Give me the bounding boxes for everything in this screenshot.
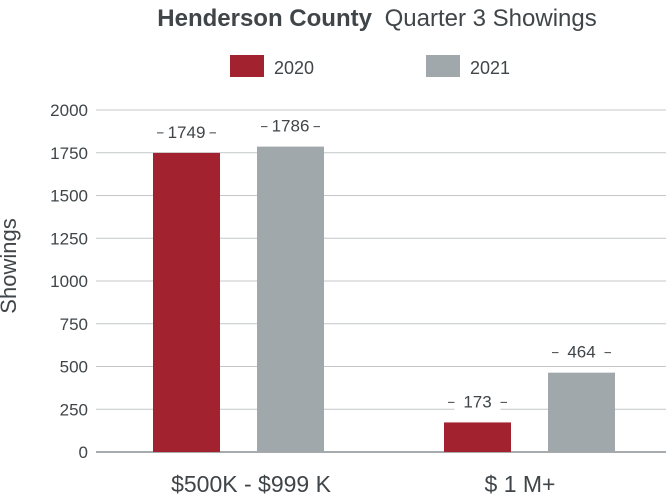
bar <box>548 372 615 452</box>
y-tick-label: 1750 <box>50 144 88 163</box>
x-tick-label: $ 1 M+ <box>485 471 556 497</box>
chart-title-rest: Quarter 3 Showings <box>385 5 597 32</box>
chart-title: Henderson County Quarter 3 Showings <box>157 5 596 32</box>
legend-label: 2021 <box>470 58 510 78</box>
y-tick-label: 1500 <box>50 187 88 206</box>
y-tick-label: 500 <box>60 358 88 377</box>
legend-swatch <box>426 55 460 77</box>
bar-label-background <box>163 120 210 143</box>
y-tick-label: 0 <box>79 443 88 462</box>
x-tick-labels: $500K - $999 K $ 1 M+ <box>171 471 555 497</box>
legend-label: 2020 <box>274 58 314 78</box>
bar-label-background <box>267 114 314 137</box>
y-tick-label: 250 <box>60 400 88 419</box>
legend-swatch <box>230 55 264 77</box>
y-tick-label: 1000 <box>50 272 88 291</box>
x-tick-label: $500K - $999 K <box>171 471 332 497</box>
bars <box>153 146 615 452</box>
bar-value-label: 173 <box>463 392 491 411</box>
bar <box>444 422 511 452</box>
bar <box>153 152 220 452</box>
bar-label-background <box>558 340 605 363</box>
bar-label-background <box>454 390 501 413</box>
legend: 2020 2021 <box>230 55 510 78</box>
y-axis-label: Showings <box>0 218 21 313</box>
bar <box>257 146 324 452</box>
bar-value-label: 1749 <box>168 123 206 142</box>
y-tick-label: 2000 <box>50 101 88 120</box>
chart-title-bold: Henderson County <box>157 5 372 32</box>
bar-value-labels: 1749 1786 173 464 <box>157 114 611 413</box>
bar-value-label: 464 <box>567 343 595 362</box>
y-tick-label: 750 <box>60 315 88 334</box>
y-tick-label: 1250 <box>50 229 88 248</box>
y-tick-labels: 0 250 500 750 1000 1250 1500 1750 2000 <box>50 101 88 462</box>
bar-value-label: 1786 <box>272 117 310 136</box>
